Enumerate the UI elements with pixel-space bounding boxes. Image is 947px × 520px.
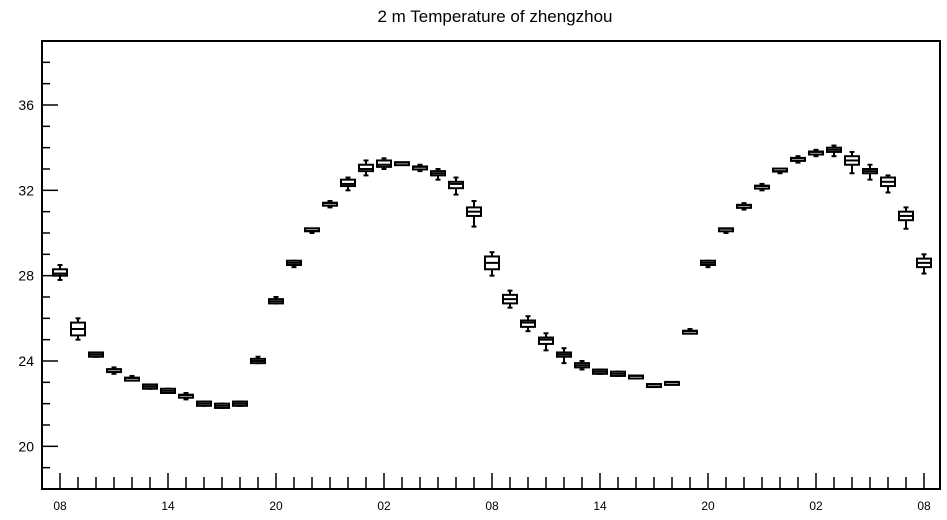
box-mark	[196, 400, 212, 407]
box-mark	[142, 383, 158, 390]
box-mark	[304, 227, 320, 234]
box-mark	[466, 200, 482, 228]
box-mark	[70, 317, 86, 341]
y-tick-label: 24	[18, 353, 34, 369]
box-mark	[520, 315, 536, 333]
box-mark	[250, 355, 266, 365]
y-tick-label: 32	[18, 182, 34, 198]
box-mark	[88, 351, 104, 358]
x-tick-label: 14	[161, 499, 175, 513]
box-mark	[574, 360, 590, 371]
y-tick-label: 28	[18, 268, 34, 284]
x-tick-label: 08	[917, 499, 931, 513]
box-mark	[232, 400, 248, 407]
box-mark	[844, 150, 860, 175]
box-mark	[898, 206, 914, 230]
plot-frame	[41, 40, 941, 490]
box-mark	[682, 328, 698, 335]
x-tick-label: 02	[377, 499, 391, 513]
box-mark	[916, 253, 932, 275]
box-mark	[52, 264, 68, 281]
box-series	[52, 144, 932, 409]
box-mark	[592, 368, 608, 375]
box-body	[448, 180, 464, 190]
box-body	[520, 319, 536, 328]
box-mark	[754, 182, 770, 192]
x-tick-label: 20	[269, 499, 283, 513]
box-mark	[790, 155, 806, 164]
box-mark	[610, 370, 626, 377]
box-body	[538, 336, 554, 345]
y-axis: 20 24 28 32 36	[18, 40, 58, 490]
y-tick-label: 36	[18, 97, 34, 113]
y-tick-label: 20	[18, 438, 34, 454]
box-mark	[358, 159, 374, 177]
box-mark	[394, 161, 410, 167]
box-mark	[664, 380, 680, 386]
box-mark	[880, 174, 896, 194]
x-tick-label: 08	[485, 499, 499, 513]
box-mark	[808, 148, 824, 158]
box-body	[340, 178, 356, 188]
chart-title: 2 m Temperature of zhengzhou	[378, 7, 613, 26]
box-mark	[646, 383, 662, 389]
box-mark	[628, 374, 644, 380]
box-body	[52, 268, 68, 277]
box-mark	[286, 259, 302, 269]
box-mark	[538, 332, 554, 352]
box-mark	[430, 168, 446, 181]
box-mark	[700, 259, 716, 269]
box-mark	[214, 402, 230, 409]
box-mark	[376, 157, 392, 170]
x-tick-label: 08	[53, 499, 67, 513]
box-mark	[106, 366, 122, 375]
box-mark	[502, 289, 518, 309]
box-mark	[484, 251, 500, 277]
box-mark	[412, 163, 428, 173]
box-mark	[862, 163, 878, 181]
box-mark	[178, 392, 194, 401]
x-axis: 08 14 20 02 08 14 20 02 08	[53, 473, 931, 513]
box-mark	[736, 202, 752, 211]
box-mark	[826, 144, 842, 158]
box-mark	[556, 347, 572, 365]
box-mark	[718, 227, 734, 234]
x-tick-label: 20	[701, 499, 715, 513]
box-mark	[160, 387, 176, 395]
x-tick-label: 14	[593, 499, 607, 513]
box-mark	[772, 167, 788, 175]
box-mark	[268, 296, 284, 305]
box-mark	[124, 374, 140, 382]
box-mark	[340, 176, 356, 192]
box-body	[376, 159, 392, 168]
box-body	[358, 163, 374, 173]
x-tick-label: 02	[809, 499, 823, 513]
box-mark	[322, 200, 338, 209]
box-mark	[448, 176, 464, 196]
